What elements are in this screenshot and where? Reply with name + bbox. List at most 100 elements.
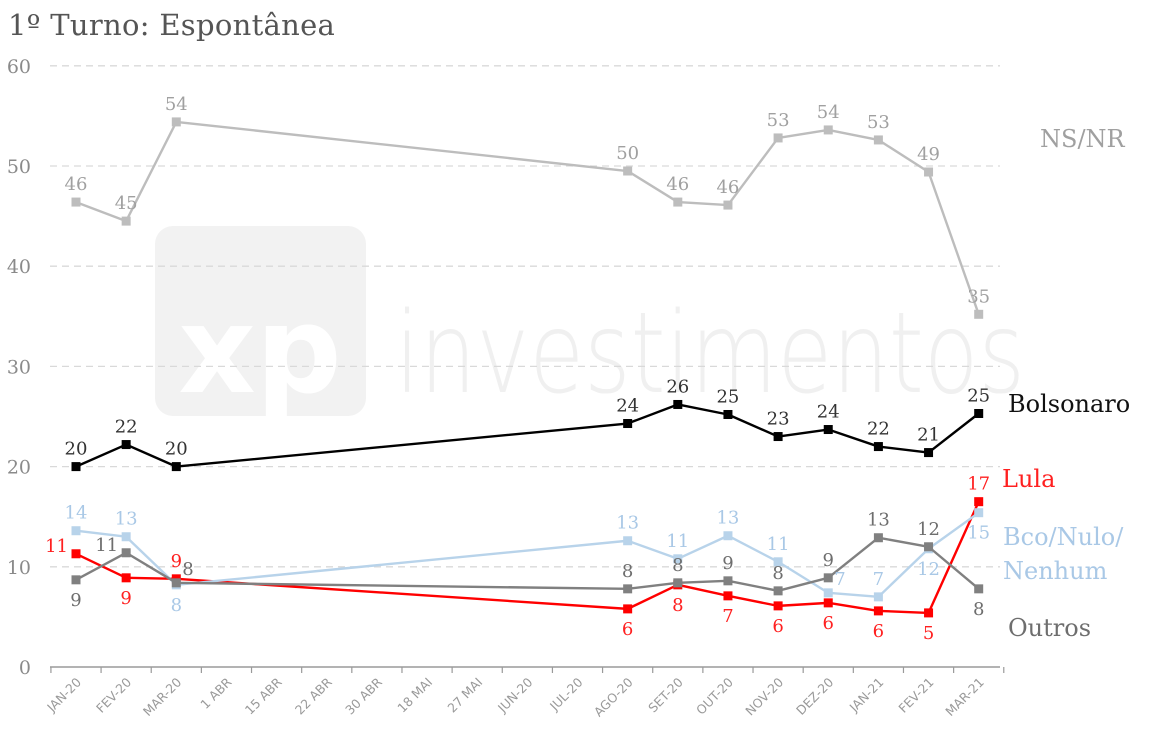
data-point-outros	[873, 533, 883, 543]
data-point-ns-nr	[171, 117, 181, 127]
legend-label-line: Bolsonaro	[1008, 390, 1130, 418]
legend-label-line: NS/NR	[1040, 125, 1126, 153]
x-tick-label: JUN-20	[494, 674, 535, 715]
data-point-bolsonaro	[924, 448, 934, 458]
data-label-lula: 6	[873, 621, 884, 642]
x-tick-label: JAN-21	[846, 675, 887, 716]
data-label-bco-nulo-nenhum: 12	[917, 559, 940, 580]
x-tick-label: DEZ-20	[793, 674, 836, 717]
data-point-ns-nr	[823, 125, 833, 135]
y-tick-label: 0	[19, 657, 31, 679]
data-point-bco-nulo-nenhum	[623, 536, 633, 546]
x-tick-label: 27 MAI	[444, 675, 485, 716]
data-point-bolsonaro	[171, 462, 181, 472]
data-label-ns-nr: 50	[616, 143, 639, 164]
y-tick-label: 50	[7, 156, 31, 178]
y-tick-label: 10	[7, 557, 31, 579]
data-point-outros	[623, 584, 633, 594]
data-label-outros: 9	[70, 590, 81, 611]
data-point-bco-nulo-nenhum	[673, 554, 683, 564]
data-point-outros	[974, 584, 984, 594]
data-point-outros	[673, 578, 683, 588]
y-tick-label: 20	[7, 457, 31, 479]
data-label-lula: 11	[45, 536, 68, 557]
x-tick-label: JUL-20	[546, 674, 586, 714]
x-tick-label: 30 ABR	[342, 674, 385, 717]
data-label-outros: 13	[867, 510, 890, 531]
data-label-outros: 8	[973, 599, 984, 620]
data-point-outros	[121, 548, 131, 558]
legend-label-outros: Outros	[1008, 614, 1091, 642]
data-point-outros	[773, 586, 783, 596]
x-tick-label: 15 ABR	[242, 674, 285, 717]
data-point-bco-nulo-nenhum	[974, 508, 984, 518]
data-label-lula: 7	[722, 606, 733, 627]
data-label-outros: 9	[722, 553, 733, 574]
data-label-bolsonaro: 25	[967, 385, 990, 406]
watermark: xp investimentos	[155, 226, 1025, 421]
x-tick-label: 22 ABR	[292, 674, 335, 717]
data-label-bolsonaro: 21	[917, 425, 940, 446]
data-point-outros	[171, 578, 181, 588]
data-point-lula	[823, 598, 833, 608]
data-label-bolsonaro: 23	[767, 409, 790, 430]
data-point-lula	[71, 549, 81, 559]
data-label-lula: 9	[171, 551, 182, 572]
y-tick-label: 40	[7, 256, 31, 278]
data-label-bolsonaro: 24	[817, 402, 840, 423]
data-label-ns-nr: 54	[817, 102, 840, 123]
data-point-outros	[71, 575, 81, 585]
data-point-lula	[873, 606, 883, 616]
series-line-lula	[75, 501, 980, 615]
legend-label-line: Bco/Nulo/	[1003, 523, 1124, 551]
data-label-bco-nulo-nenhum: 11	[767, 534, 790, 555]
data-point-ns-nr	[673, 197, 683, 207]
data-point-ns-nr	[723, 200, 733, 210]
data-point-lula	[723, 591, 733, 601]
data-point-outros	[924, 542, 934, 552]
data-label-ns-nr: 53	[867, 112, 890, 133]
data-point-lula	[974, 497, 984, 507]
legend-label-line: Lula	[1002, 465, 1055, 493]
x-tick-label: AGO-20	[591, 674, 636, 719]
data-label-bco-nulo-nenhum: 14	[65, 503, 88, 524]
watermark-text: investimentos	[395, 289, 1025, 419]
data-label-ns-nr: 35	[967, 286, 990, 307]
legend-label-line: Nenhum	[1003, 557, 1108, 585]
data-point-bolsonaro	[121, 440, 131, 450]
data-point-outros	[823, 573, 833, 583]
data-point-ns-nr	[623, 166, 633, 176]
data-label-outros: 9	[823, 550, 834, 571]
x-tick-label: FEV-20	[93, 674, 134, 715]
x-tick-label: JAN-20	[43, 674, 84, 715]
data-label-bolsonaro: 22	[867, 419, 890, 440]
data-point-bolsonaro	[773, 432, 783, 442]
data-point-ns-nr	[873, 135, 883, 145]
data-label-outros: 11	[95, 535, 118, 556]
data-point-ns-nr	[974, 309, 984, 319]
data-label-lula: 6	[823, 613, 834, 634]
data-label-ns-nr: 46	[716, 177, 739, 198]
data-point-bco-nulo-nenhum	[723, 531, 733, 541]
y-axis: 0 10 20 30 40 50 60	[7, 56, 31, 679]
data-label-bolsonaro: 26	[666, 376, 689, 397]
x-tick-label: 18 MAI	[394, 675, 435, 716]
x-tick-label: OUT-20	[693, 674, 736, 717]
data-label-outros: 8	[182, 559, 193, 580]
data-point-lula	[773, 601, 783, 611]
data-label-bolsonaro: 22	[115, 417, 138, 438]
legend: NS/NR Bolsonaro Lula Bco/Nulo/Nenhum Outros	[1002, 125, 1130, 642]
data-label-lula: 6	[622, 619, 633, 640]
data-label-outros: 8	[622, 561, 633, 582]
data-point-ns-nr	[924, 167, 934, 177]
data-label-bolsonaro: 24	[616, 396, 639, 417]
data-point-bco-nulo-nenhum	[873, 592, 883, 602]
data-label-ns-nr: 49	[917, 144, 940, 165]
data-label-bco-nulo-nenhum: 13	[616, 513, 639, 534]
data-point-outros	[723, 576, 733, 586]
data-label-bolsonaro: 25	[716, 386, 739, 407]
legend-label-ns-nr: NS/NR	[1040, 125, 1126, 153]
x-tick-label: MAR-20	[140, 674, 185, 719]
data-point-lula	[121, 573, 131, 583]
data-label-lula: 5	[923, 623, 934, 644]
